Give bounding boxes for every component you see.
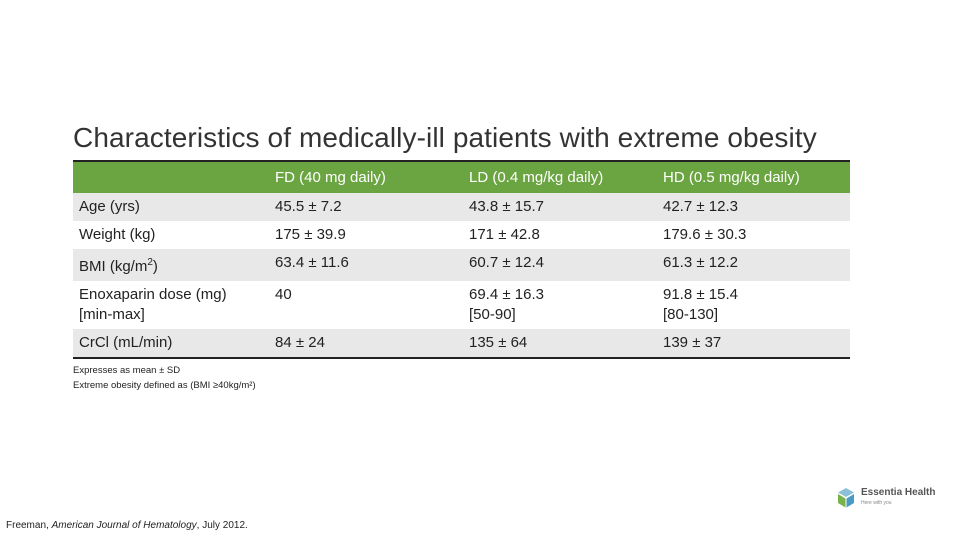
row-label-main: BMI (kg/m [79,258,148,275]
citation-author: Freeman, [6,520,52,531]
essentia-logo-mark-icon [838,488,854,508]
logo-tagline: Here with you [861,500,892,506]
cell-fd: 84 ± 24 [275,334,325,351]
header-ld: LD (0.4 mg/kg daily) [469,169,604,186]
row-label: BMI (kg/m2) [73,249,269,281]
citation-date: , July 2012. [196,520,248,531]
cell-ld: 43.8 ± 15.7 [469,198,544,215]
table-row: Enoxaparin dose (mg) [min-max] 40 69.4 ±… [73,281,850,329]
cell-hd: 139 ± 37 [663,334,722,351]
note-mean-sd: Expresses as mean ± SD [73,365,181,376]
table-notes: Expresses as mean ± SD Extreme obesity d… [73,363,256,393]
cell-fd: 45.5 ± 7.2 [275,198,342,215]
cell-hd: 91.8 ± 15.4 [80-130] [657,281,850,329]
header-empty [73,161,269,193]
row-label: Weight (kg) [79,226,156,243]
logo-name: Essentia Health [861,487,936,498]
citation: Freeman, American Journal of Hematology,… [6,520,248,531]
row-label-line1: Enoxaparin dose (mg) [79,286,227,303]
cell-hd-line2: [80-130] [663,306,719,323]
row-label: Age (yrs) [79,198,140,215]
cell-fd: 175 ± 39.9 [275,226,346,243]
cell-hd-line1: 91.8 ± 15.4 [663,286,738,303]
row-label-end: ) [152,258,158,275]
row-label-superscript: 2 [147,257,153,268]
essentia-health-logo: Essentia Health Here with you [836,487,935,509]
table-row: Weight (kg) 175 ± 39.9 171 ± 42.8 179.6 … [73,221,850,249]
slide-title: Characteristics of medically-ill patient… [73,122,817,153]
table-row: CrCl (mL/min) 84 ± 24 135 ± 64 139 ± 37 [73,329,850,358]
cell-ld: 60.7 ± 12.4 [469,254,544,271]
cell-ld: 171 ± 42.8 [469,226,540,243]
cell-hd: 179.6 ± 30.3 [663,226,747,243]
cell-ld: 135 ± 64 [469,334,528,351]
table-row: BMI (kg/m2) 63.4 ± 11.6 60.7 ± 12.4 61.3… [73,249,850,281]
cell-fd: 63.4 ± 11.6 [275,254,349,271]
cell-hd: 42.7 ± 12.3 [663,198,738,215]
cell-ld-line2: [50-90] [469,306,516,323]
row-label: CrCl (mL/min) [79,334,173,351]
row-label-line2: [min-max] [79,306,145,323]
header-hd: HD (0.5 mg/kg daily) [663,169,800,186]
row-label: Enoxaparin dose (mg) [min-max] [73,281,269,329]
table-row: Age (yrs) 45.5 ± 7.2 43.8 ± 15.7 42.7 ± … [73,193,850,221]
note-obesity-definition: Extreme obesity defined as (BMI ≥40kg/m²… [73,380,256,391]
citation-journal: American Journal of Hematology [51,520,197,531]
cell-hd: 61.3 ± 12.2 [663,254,738,271]
cell-ld: 69.4 ± 16.3 [50-90] [463,281,657,329]
characteristics-table: FD (40 mg daily) LD (0.4 mg/kg daily) HD… [73,160,850,359]
header-fd: FD (40 mg daily) [275,169,386,186]
cell-ld-line1: 69.4 ± 16.3 [469,286,544,303]
table-header-row: FD (40 mg daily) LD (0.4 mg/kg daily) HD… [73,161,850,193]
cell-fd: 40 [275,286,292,303]
